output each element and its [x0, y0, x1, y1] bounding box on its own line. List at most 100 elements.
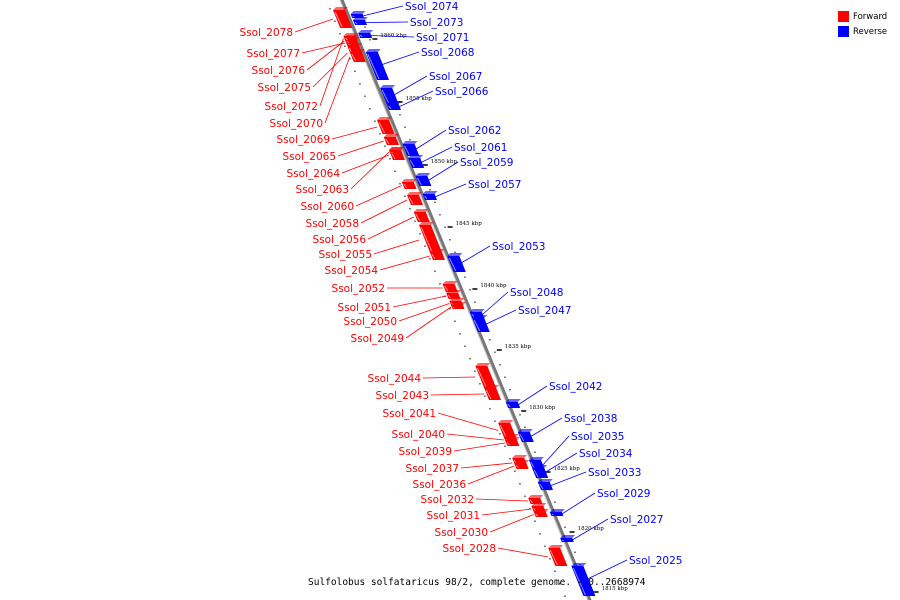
forward-gene-block [533, 509, 549, 517]
reverse-gene-block [353, 17, 368, 25]
forward-label-leader [350, 151, 390, 190]
scale-label: 1815 kbp [602, 586, 629, 592]
tick-mark [529, 508, 531, 510]
forward-gene-block [451, 302, 466, 309]
legend: Forward Reverse [838, 9, 887, 39]
reverse-label-leader [549, 471, 587, 487]
reverse-gene-label: Ssol_2062 [448, 125, 501, 137]
forward-label-leader [398, 303, 450, 322]
tick-mark [534, 451, 536, 453]
forward-gene-block [343, 33, 359, 41]
forward-label-leader [430, 393, 485, 396]
reverse-label-leader [427, 161, 459, 182]
tick-mark [399, 114, 401, 116]
tick-mark [409, 208, 411, 210]
tick-mark [349, 58, 351, 60]
tick-mark [404, 195, 406, 197]
forward-gene-label: Ssol_2043 [376, 390, 429, 402]
legend-label-forward: Forward [853, 11, 888, 22]
reverse-label-leader [561, 492, 596, 515]
tick-mark [469, 289, 471, 291]
reverse-gene-label: Ssol_2066 [435, 86, 489, 98]
forward-gene-label: Ssol_2041 [383, 408, 436, 420]
tick-mark [574, 551, 576, 553]
tick-mark [329, 8, 331, 10]
tick-mark [469, 358, 471, 360]
forward-label-leader [331, 126, 378, 140]
tick-mark [509, 458, 511, 460]
genome-caption: Sulfolobus solfataricus 98/2, complete g… [308, 577, 646, 588]
tick-mark [379, 133, 381, 135]
tick-mark [549, 558, 551, 560]
tick-mark [414, 220, 416, 222]
reverse-gene-block [472, 315, 490, 332]
reverse-gene-label: Ssol_2074 [405, 1, 459, 13]
reverse-label-leader [481, 291, 509, 316]
forward-gene-label: Ssol_2050 [344, 316, 397, 328]
reverse-gene-label: Ssol_2042 [549, 381, 602, 393]
reverse-label-leader [529, 417, 563, 438]
tick-mark [554, 570, 556, 572]
tick-mark [519, 414, 521, 416]
reverse-gene-label: Ssol_2029 [597, 488, 650, 500]
reverse-label-leader [571, 518, 609, 541]
reverse-swatch [838, 26, 849, 37]
forward-gene-label: Ssol_2028 [443, 543, 496, 555]
reverse-label-leader [362, 5, 404, 17]
forward-gene-block [401, 179, 417, 189]
legend-label-reverse: Reverse [853, 26, 888, 37]
forward-label-leader [392, 295, 447, 308]
forward-label-leader [437, 412, 499, 431]
reverse-label-leader [434, 183, 467, 198]
forward-gene-label: Ssol_2056 [313, 234, 367, 246]
forward-label-leader [460, 462, 513, 469]
tick-mark [384, 145, 386, 147]
tick-mark [369, 108, 371, 110]
legend-item-reverse: Reverse [838, 24, 887, 39]
forward-label-leader [294, 18, 334, 33]
tick-mark [374, 120, 376, 122]
reverse-gene-label: Ssol_2059 [460, 157, 513, 169]
reverse-gene-block [560, 535, 576, 542]
forward-gene-label: Ssol_2044 [368, 373, 422, 385]
tick-mark [354, 70, 356, 72]
forward-gene-label: Ssol_2069 [277, 134, 330, 146]
reverse-gene-label: Ssol_2061 [454, 142, 507, 154]
tick-mark [429, 189, 431, 191]
reverse-gene-label: Ssol_2057 [468, 179, 521, 191]
forward-label-leader [324, 56, 351, 124]
forward-gene-block [429, 249, 445, 260]
scale-label: 1845 kbp [456, 221, 483, 227]
forward-label-leader [341, 154, 390, 174]
genome-backbone-highlight [339, 0, 589, 600]
reverse-label-leader [459, 245, 491, 265]
tick-mark [344, 45, 346, 47]
scale-label: 1840 kbp [480, 283, 507, 289]
forward-gene-block [407, 192, 423, 205]
forward-label-leader [467, 465, 515, 485]
forward-label-leader [379, 255, 430, 271]
forward-gene-block [383, 134, 399, 145]
forward-label-leader [405, 306, 452, 339]
reverse-gene-block [402, 141, 420, 156]
tick-mark [474, 301, 476, 303]
reverse-gene-label: Ssol_2038 [564, 413, 617, 425]
forward-gene-label: Ssol_2075 [258, 82, 311, 94]
reverse-gene-label: Ssol_2027 [610, 514, 663, 526]
scale-label: 1835 kbp [505, 344, 532, 350]
tick-mark [399, 183, 401, 185]
forward-label-leader [453, 442, 506, 452]
forward-gene-label: Ssol_2037 [406, 463, 459, 475]
reverse-gene-block [415, 173, 432, 186]
tick-mark [479, 383, 481, 385]
tick-mark [439, 283, 441, 285]
reverse-gene-block [505, 399, 521, 408]
reverse-gene-label: Ssol_2053 [492, 241, 545, 253]
forward-gene-block [446, 290, 462, 299]
forward-gene-block [333, 7, 353, 28]
reverse-gene-block [422, 191, 438, 200]
reverse-label-leader [484, 309, 517, 326]
tick-mark [369, 39, 371, 41]
forward-gene-block [349, 49, 366, 62]
